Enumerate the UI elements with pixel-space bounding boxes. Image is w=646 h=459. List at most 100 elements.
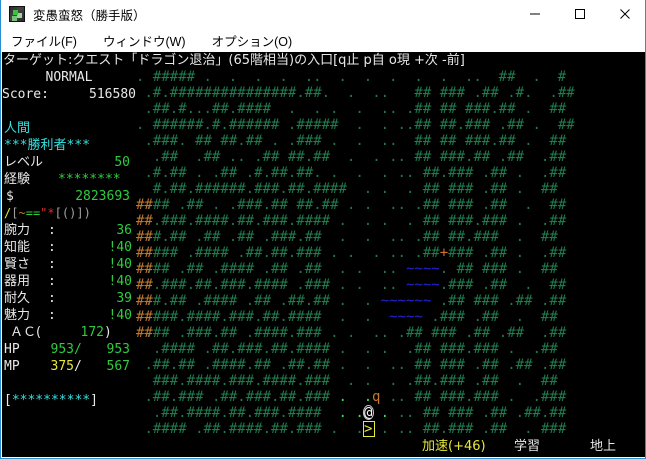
score-label: Score: [2,87,49,102]
stat-label: 腕力 [4,223,31,238]
character-title: ***勝利者*** [4,138,90,153]
map-row: .###. ## ##.## . .### . . .. ## ## ###.#… [144,133,567,149]
stat-label: 器用 [4,274,31,289]
armor-class-row: ＡＣ( 172) [2,324,136,341]
mp-max: 567 [106,359,130,374]
exp-value: ******** [58,172,121,187]
stat-value: !40 [108,240,132,255]
dungeon-map[interactable]: . ##### . . . . .. . . . . . .. ## . # .… [136,69,645,457]
menu-item-option[interactable]: オプション(O) [211,34,293,49]
map-row: .##.####.##.###.#### . . . .. ## ### .##… [152,405,567,421]
target-line: ターゲット:クエスト「ドラゴン退治」(65階相当)の入口[q止 p自 o現 +次… [2,52,645,69]
score-value: 516580 [89,87,136,102]
stat-label: 知能 [4,240,31,255]
mp-label: MP [4,359,20,374]
hp-slash: / [74,342,82,357]
status-bar: 加速(+46) 学習 地上 [2,437,645,457]
app-icon [9,6,25,22]
level-label: レベル [4,155,44,170]
close-icon [619,9,630,19]
maximize-button[interactable] [557,0,602,28]
mp-slash: / [74,359,82,374]
equip-bow: [ [11,206,19,220]
stat-label: 魅力 [4,308,31,323]
monster-glyph-q[interactable]: q [372,389,381,405]
menu-item-window[interactable]: ウィンドウ(W) [102,34,186,49]
close-button[interactable] [602,0,645,28]
stat-row-con: 耐久: 39 [2,290,136,307]
player-glyph[interactable]: @ [364,405,373,421]
gold-label: $ [6,189,14,204]
map-row: .#.## .## .## .###.## . . .. .## ##.### … [144,229,558,245]
exp-label: 経験 [4,172,31,187]
equip-cloak: [ [54,206,62,220]
minimize-button[interactable] [512,0,557,28]
character-sidebar: NORMAL Score: 516580 人間 ***勝利者*** レベル 50 経… [2,69,136,457]
exp-row: 経験 ******** [2,171,136,188]
map-row: .#.## .#### .## .##.## . . ~~~~~~ .## ##… [144,293,567,309]
stat-label: 賢さ [4,257,31,272]
gauge-open: [ [4,393,12,408]
minimize-icon [529,13,540,15]
stat-value: 39 [108,291,132,306]
stat-value: !40 [108,274,132,289]
stat-value: !40 [108,257,132,272]
map-row: .## .###.## .####.### . . .. .## ### .##… [144,325,567,341]
map-row: .## .## . .###.## ##.## . . .. .## ### .… [144,197,567,213]
equip-body: * [47,206,55,220]
game-terminal[interactable]: ターゲット:クエスト「ドラゴン退治」(65階相当)の入口[q止 p自 o現 +次… [2,52,645,457]
hp-row: HP 953/953 [2,341,136,358]
map-row: ###.####.###.##.#### . . ~~~~ .### .## .… [152,309,558,325]
level-row: レベル 50 [2,154,136,171]
mp-current: 375 [50,359,74,374]
difficulty-label: NORMAL [45,70,93,85]
stat-row-int: 知能: !40 [2,239,136,256]
map-row: .###.####.##.###.#### . . . . ## ###.###… [152,213,567,229]
menu-item-file[interactable]: ファイル(F) [11,34,77,49]
equip-amulet: = [32,206,41,220]
menu-bar: ファイル(F) ウィンドウ(W) オプション(O) [1,28,645,52]
map-row: .## .## .. .## ##.## . . .. ## ###.## .#… [152,149,567,165]
window-title: 変愚蛮怒（勝手版） [33,8,146,23]
stat-sep: : [48,308,56,323]
equip-weapon: / [4,206,12,220]
stat-sep: : [48,291,56,306]
equip-helm: ) [69,206,77,220]
ac-label: ＡＣ( [10,325,42,340]
depth-indicator: 地上 [590,439,617,454]
window-controls [512,0,645,28]
map-row: .##.### .##.###.##.### . . .. ## ###.###… [144,389,567,405]
title-bar-left: 変愚蛮怒（勝手版） [1,5,512,24]
mineral-vein-block: ## ## ## ## ## ## ## ## ## [136,197,153,341]
equipment-line: /[~=="*[()]) [2,205,138,222]
stat-row-dex: 器用: !40 [2,273,136,290]
score-row: Score: 516580 [2,86,136,103]
study-indicator: 学習 [514,439,541,454]
equip-ring2: = [25,206,33,220]
stat-row-chr: 魅力: !40 [2,307,136,324]
map-row: .#.## . .## .#.##.##. . . . .. ##.### .#… [144,165,567,181]
stat-sep: : [48,223,56,238]
map-row: ### .#### .##.##.### . . . .. .##+### .#… [152,245,567,261]
stat-row-str: 腕力: 36 [2,222,136,239]
stat-sep: : [48,257,56,272]
down-staircase-glyph[interactable]: > [364,421,373,437]
equip-ring1: ~ [18,206,26,220]
equip-gloves: ] [76,206,84,220]
hp-label: HP [4,342,20,357]
stat-sep: : [48,274,56,289]
map-row: .###.##.###.#### .### . . .. ~~~~.### .#… [152,277,567,293]
gold-row: $2823693 [2,188,136,205]
map-row: .##.## .####.## .##.## . . .. ## ### .##… [144,357,567,373]
level-value: 50 [114,155,130,170]
race-label: 人間 [4,121,31,136]
stat-row-wis: 賢さ: !40 [2,256,136,273]
speed-indicator: 加速(+46) [422,439,486,454]
hp-current: 953 [50,342,74,357]
map-row: #.##.######.###.##.#### . . . ## ### .##… [152,181,558,197]
maximize-icon [574,9,585,19]
equip-shield: ( [61,206,70,220]
map-row: .#### .##.###.##.#### . . . .## ###.### … [152,341,558,357]
map-row: .## .## .#### .## .## . . .. ~~~~. ## ##… [144,261,558,277]
